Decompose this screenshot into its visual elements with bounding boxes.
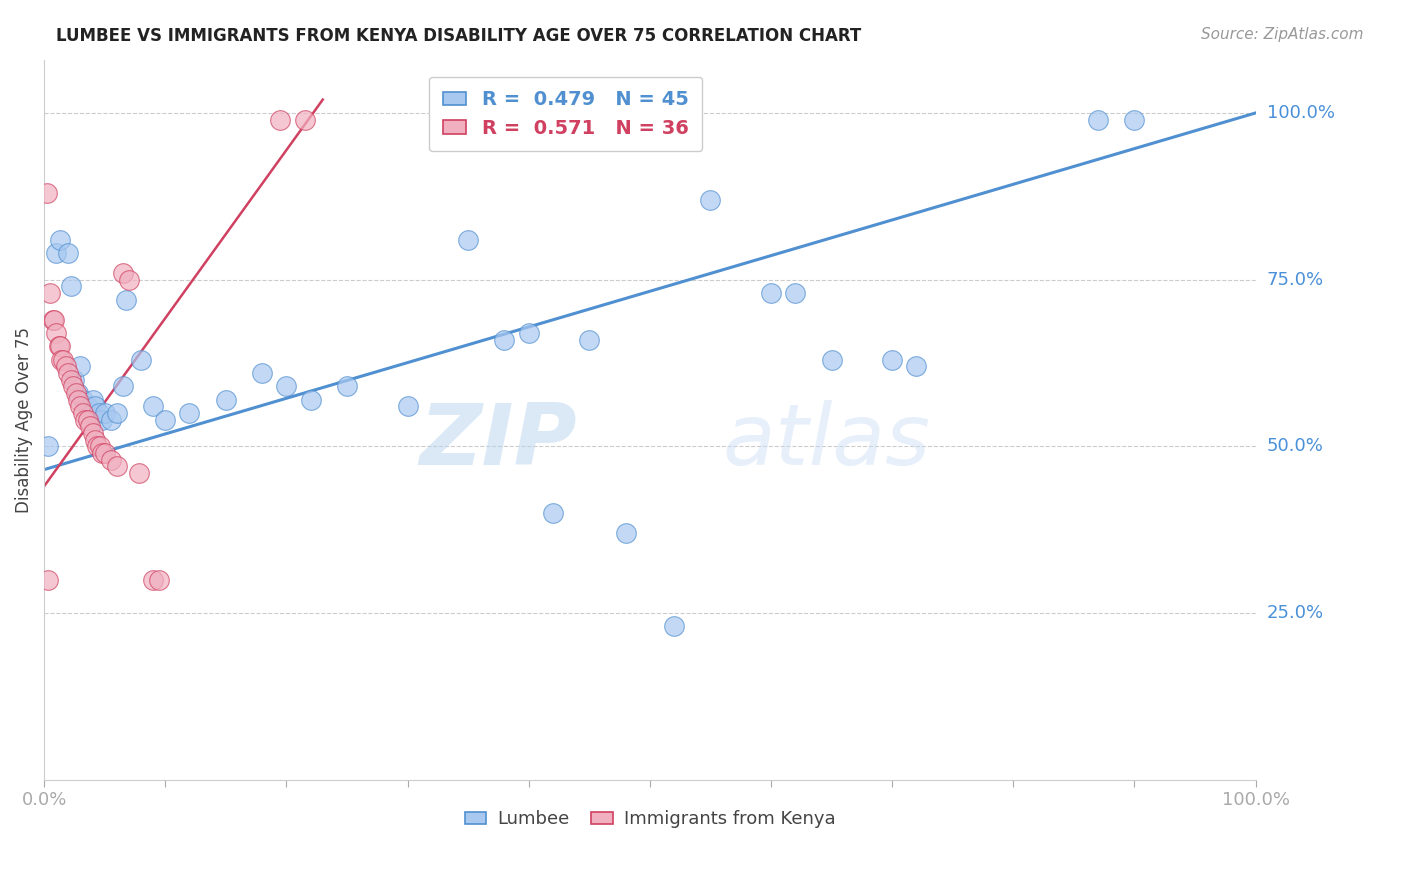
Point — [250, 366, 273, 380]
Text: 100.0%: 100.0% — [1267, 104, 1334, 122]
Point — [91, 412, 114, 426]
Point — [37, 439, 59, 453]
Point — [65, 386, 87, 401]
Point — [49, 352, 72, 367]
Point — [882, 352, 904, 367]
Point — [100, 452, 122, 467]
Text: LUMBEE VS IMMIGRANTS FROM KENYA DISABILITY AGE OVER 75 CORRELATION CHART: LUMBEE VS IMMIGRANTS FROM KENYA DISABILI… — [56, 27, 862, 45]
Point — [336, 379, 359, 393]
Point — [79, 419, 101, 434]
Point — [75, 412, 97, 426]
Point — [91, 446, 114, 460]
Point — [396, 399, 419, 413]
Point — [820, 352, 842, 367]
Point — [67, 392, 90, 407]
Point — [294, 112, 316, 127]
Point — [84, 399, 107, 413]
Point — [72, 406, 94, 420]
Point — [517, 326, 540, 340]
Point — [35, 186, 58, 200]
Text: ZIP: ZIP — [419, 400, 578, 483]
Point — [105, 459, 128, 474]
Point — [100, 412, 122, 426]
Point — [118, 272, 141, 286]
Point — [128, 466, 150, 480]
Point — [63, 373, 86, 387]
Point — [76, 399, 98, 413]
Point — [276, 379, 298, 393]
Point — [58, 246, 80, 260]
Point — [82, 392, 104, 407]
Point — [541, 506, 564, 520]
Point — [48, 339, 70, 353]
Text: 75.0%: 75.0% — [1267, 270, 1324, 289]
Point — [179, 406, 201, 420]
Text: atlas: atlas — [723, 400, 931, 483]
Point — [215, 392, 238, 407]
Point — [494, 333, 516, 347]
Point — [1087, 112, 1109, 127]
Point — [614, 525, 637, 540]
Point — [37, 573, 59, 587]
Point — [759, 285, 782, 300]
Point — [111, 379, 134, 393]
Point — [155, 412, 177, 426]
Text: 25.0%: 25.0% — [1267, 604, 1324, 622]
Point — [55, 359, 77, 374]
Point — [59, 373, 82, 387]
Point — [785, 285, 807, 300]
Point — [662, 619, 685, 633]
Point — [82, 425, 104, 440]
Point — [58, 366, 80, 380]
Point — [269, 112, 291, 127]
Y-axis label: Disability Age Over 75: Disability Age Over 75 — [15, 326, 32, 513]
Point — [905, 359, 928, 374]
Point — [45, 326, 67, 340]
Point — [93, 446, 115, 460]
Point — [41, 312, 63, 326]
Point — [72, 392, 94, 407]
Point — [45, 246, 67, 260]
Point — [89, 439, 111, 453]
Point — [39, 285, 62, 300]
Point — [142, 573, 165, 587]
Point — [142, 399, 165, 413]
Point — [69, 359, 91, 374]
Point — [79, 406, 101, 420]
Point — [105, 406, 128, 420]
Point — [84, 433, 107, 447]
Point — [111, 266, 134, 280]
Point — [93, 406, 115, 420]
Point — [129, 352, 152, 367]
Point — [52, 352, 75, 367]
Text: 50.0%: 50.0% — [1267, 437, 1323, 455]
Point — [49, 339, 72, 353]
Point — [42, 312, 65, 326]
Point — [69, 399, 91, 413]
Point — [457, 233, 479, 247]
Point — [59, 279, 82, 293]
Point — [578, 333, 600, 347]
Point — [148, 573, 170, 587]
Point — [87, 406, 110, 420]
Point — [115, 293, 138, 307]
Legend: Lumbee, Immigrants from Kenya: Lumbee, Immigrants from Kenya — [457, 803, 842, 836]
Point — [86, 439, 108, 453]
Point — [67, 386, 90, 401]
Text: Source: ZipAtlas.com: Source: ZipAtlas.com — [1201, 27, 1364, 42]
Point — [76, 412, 98, 426]
Point — [299, 392, 322, 407]
Point — [49, 233, 72, 247]
Point — [62, 379, 84, 393]
Point — [1123, 112, 1146, 127]
Point — [699, 193, 721, 207]
